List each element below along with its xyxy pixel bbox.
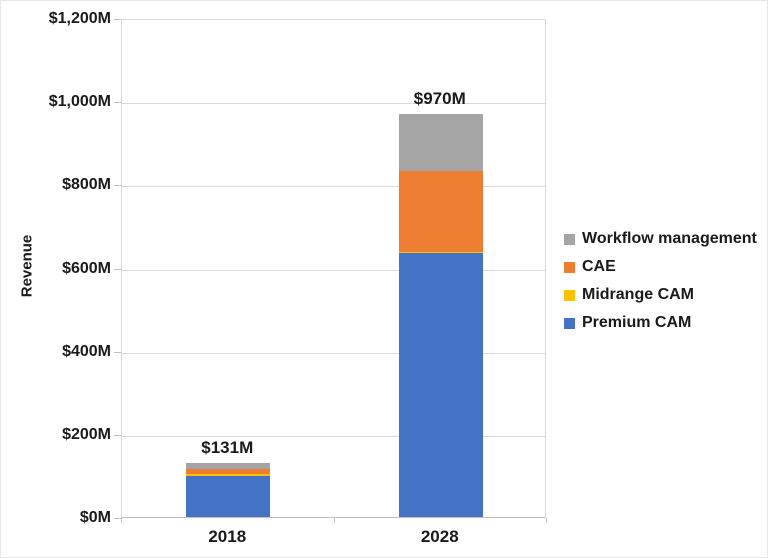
bar-2018 (186, 462, 270, 517)
legend-label: Workflow management (582, 230, 757, 247)
x-tick-mark (334, 518, 335, 523)
legend-swatch-icon (564, 317, 575, 329)
bar-segment-midrange-cam-2028 (399, 251, 483, 253)
bar-segment-workflow-management-2028 (399, 113, 483, 172)
y-tick-mark (114, 435, 121, 436)
legend-swatch-icon (564, 261, 575, 273)
bar-segment-premium-cam-2028 (399, 252, 483, 517)
legend-swatch-icon (564, 289, 575, 301)
y-tick-mark (114, 352, 121, 353)
bar-segment-workflow-management-2018 (186, 462, 270, 470)
legend-label: CAE (582, 258, 616, 275)
y-tick-label: $400M (62, 342, 111, 360)
bar-segment-cae-2028 (399, 171, 483, 252)
gridline (122, 436, 545, 437)
bar-2028 (399, 113, 483, 517)
plot-area (121, 19, 546, 518)
legend-item-midrange-cam: Midrange CAM (564, 286, 757, 304)
y-tick-label: $800M (62, 176, 111, 194)
y-tick-mark (114, 269, 121, 270)
legend-label: Premium CAM (582, 314, 692, 331)
y-tick-label: $0M (79, 509, 111, 526)
legend: Workflow management CAE Midrange CAM Premiu… (564, 230, 757, 332)
gridline (122, 353, 545, 354)
bar-segment-midrange-cam-2018 (186, 474, 270, 476)
legend-swatch-icon (564, 233, 575, 245)
bar-segment-premium-cam-2018 (186, 475, 270, 517)
x-tick-mark (546, 518, 547, 523)
total-label-2018: $131M (201, 438, 254, 457)
y-tick-label: $1,000M (48, 93, 111, 111)
y-tick-mark (114, 102, 121, 103)
x-tick-mark (121, 518, 122, 523)
y-tick-label: $1,200M (48, 10, 111, 27)
legend-label: Midrange CAM (582, 286, 694, 303)
total-label-2028: $970M (413, 89, 466, 108)
y-tick-label: $200M (62, 425, 111, 443)
y-tick-label: $600M (62, 259, 111, 277)
legend-item-premium-cam: Premium CAM (564, 314, 757, 332)
gridline (122, 186, 545, 187)
y-tick-mark (114, 19, 121, 20)
legend-item-cae: CAE (564, 258, 757, 276)
x-tick-label: 2018 (208, 527, 247, 546)
x-tick-label: 2028 (420, 527, 459, 546)
y-tick-mark (114, 185, 121, 186)
gridline (122, 270, 545, 271)
bar-segment-cae-2018 (186, 469, 270, 475)
legend-item-workflow-management: Workflow management (564, 230, 757, 248)
y-tick-mark (114, 518, 121, 519)
gridline (122, 103, 545, 104)
